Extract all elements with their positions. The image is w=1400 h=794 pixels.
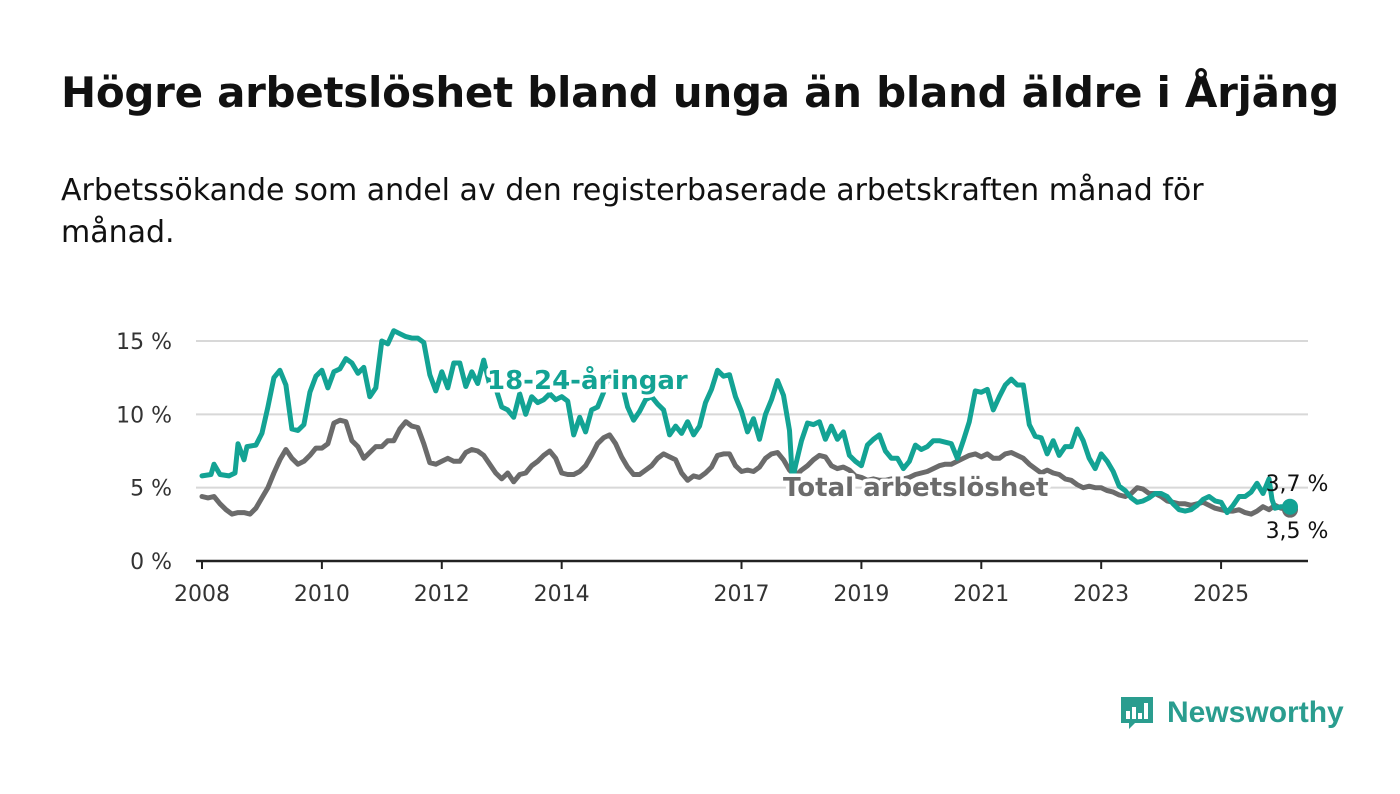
y-tick-label: 10 % (116, 403, 172, 428)
bar-chart-speech-bubble-icon (1121, 697, 1153, 729)
brand-name: Newsworthy (1167, 696, 1344, 729)
x-tick-label: 2019 (833, 582, 889, 607)
series-labels: 18-24-åringar Total arbetslöshet (484, 361, 1052, 507)
x-tick-label: 2017 (714, 582, 770, 607)
y-tick-label: 5 % (130, 477, 172, 502)
x-tick-label: 2025 (1193, 582, 1249, 607)
series-lines (199, 328, 1293, 517)
end-markers: 3,7 % 3,5 % (1266, 472, 1329, 544)
x-tick-label: 2014 (534, 582, 590, 607)
y-axis-ticks: 0 % 5 % 10 % 15 % (116, 330, 172, 575)
x-tick-label: 2008 (174, 582, 230, 607)
y-tick-label: 15 % (116, 330, 172, 355)
x-axis-ticks: 2008 2010 2012 2014 2017 2019 2021 2023 2025 (174, 561, 1249, 607)
series-label-18-24: 18-24-åringar (487, 364, 688, 396)
series-line-18-24 (199, 328, 1293, 516)
x-tick-label: 2012 (414, 582, 470, 607)
x-tick-label: 2010 (294, 582, 350, 607)
page-subtitle: Arbetssökande som andel av den registerb… (61, 173, 1204, 250)
newsworthy-logo[interactable]: Newsworthy (1119, 690, 1344, 736)
series-line-total (199, 417, 1293, 517)
x-tick-label: 2021 (953, 582, 1009, 607)
page-title: Högre arbetslöshet bland unga än bland ä… (61, 68, 1340, 117)
y-tick-label: 0 % (130, 550, 172, 575)
series-label-total: Total arbetslöshet (783, 473, 1048, 503)
x-tick-label: 2023 (1073, 582, 1129, 607)
end-label-18-24: 3,7 % (1266, 472, 1329, 497)
end-marker-18-24 (1282, 498, 1299, 515)
end-label-total: 3,5 % (1266, 519, 1329, 544)
